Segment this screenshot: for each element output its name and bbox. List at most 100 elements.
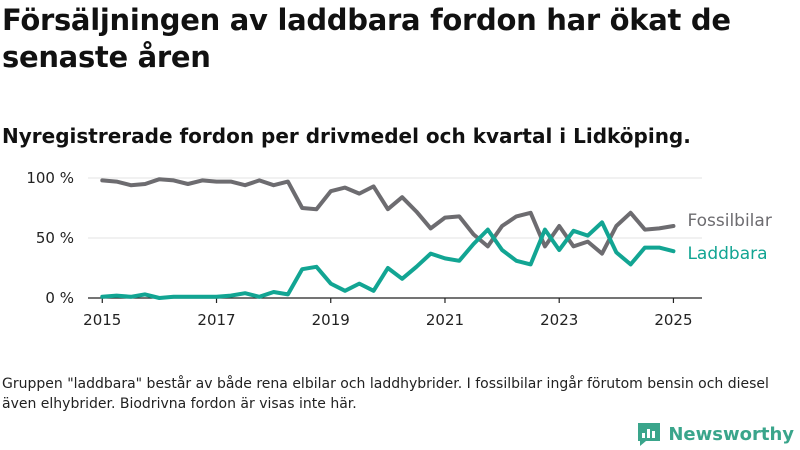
x-tick-label: 2021 <box>426 311 464 329</box>
data-point <box>530 212 532 214</box>
data-point <box>215 181 218 183</box>
data-point <box>658 227 660 229</box>
data-point <box>401 278 403 280</box>
brand-name: Newsworthy <box>668 423 794 445</box>
axes: 0 % 50 % 100 % 2015 2017 2019 2021 2023 2025 <box>26 169 702 329</box>
data-point <box>487 245 489 247</box>
data-point <box>187 183 189 185</box>
grid <box>88 177 702 239</box>
data-point <box>215 296 218 298</box>
y-tick-label: 100 % <box>26 169 74 187</box>
data-point <box>158 178 160 180</box>
data-point <box>587 241 589 243</box>
data-point <box>344 187 346 189</box>
data-point <box>244 292 246 294</box>
series-lines <box>100 177 676 300</box>
data-point <box>501 249 503 251</box>
data-point <box>115 181 118 183</box>
data-point <box>672 250 675 252</box>
chart-subtitle: Nyregistrerade fordon per drivmedel och … <box>2 124 691 148</box>
data-point <box>644 229 646 231</box>
x-tick-label: 2015 <box>83 311 121 329</box>
data-point <box>230 181 232 183</box>
data-point <box>601 253 603 255</box>
data-point <box>430 253 432 255</box>
data-point <box>572 230 575 232</box>
data-point <box>330 283 332 285</box>
data-point <box>372 185 375 187</box>
data-point <box>658 247 660 249</box>
data-point <box>587 235 589 237</box>
y-tick-label: 0 % <box>45 289 74 307</box>
data-point <box>615 225 617 227</box>
data-point <box>201 296 203 298</box>
data-point <box>358 193 360 195</box>
data-point <box>173 179 175 181</box>
data-point <box>487 229 489 231</box>
data-point <box>330 190 332 192</box>
data-point <box>387 267 389 269</box>
data-point <box>273 291 275 293</box>
y-tick-label: 50 % <box>36 229 74 247</box>
data-point <box>415 211 418 213</box>
data-point <box>444 217 446 219</box>
data-point <box>301 268 303 270</box>
data-point <box>201 179 203 181</box>
data-point <box>515 260 517 262</box>
data-point <box>444 257 446 259</box>
x-tick-label: 2025 <box>654 311 692 329</box>
data-point <box>358 283 360 285</box>
data-point <box>372 290 375 292</box>
data-point <box>315 266 318 268</box>
data-point <box>173 296 175 298</box>
data-point <box>130 296 132 298</box>
data-point <box>644 247 646 249</box>
data-point <box>501 225 503 227</box>
data-point <box>515 215 517 217</box>
data-point <box>101 179 103 181</box>
data-point <box>630 212 632 214</box>
x-tick-label: 2019 <box>312 311 350 329</box>
series-label-fossilbilar: Fossilbilar <box>687 211 771 231</box>
series-label-laddbara: Laddbara <box>687 244 767 264</box>
data-point <box>344 290 346 292</box>
data-point <box>244 184 246 186</box>
data-point <box>472 233 475 235</box>
data-point <box>458 260 460 262</box>
data-point <box>144 183 146 185</box>
data-point <box>672 225 675 227</box>
data-point <box>301 207 303 209</box>
data-point <box>601 221 603 223</box>
data-point <box>558 225 560 227</box>
footnote: Gruppen "laddbara" består av både rena e… <box>2 376 769 412</box>
data-point <box>115 295 118 297</box>
series-line-laddbara <box>100 220 676 300</box>
data-point <box>273 184 275 186</box>
data-point <box>415 266 418 268</box>
data-point <box>130 184 132 186</box>
series-line-fossilbilar <box>100 177 676 256</box>
newsworthy-logo-icon <box>638 423 661 446</box>
line-chart: 0 % 50 % 100 % 2015 2017 2019 2021 2023 2025 Fos… <box>26 169 771 329</box>
data-point <box>530 263 532 265</box>
data-point <box>544 229 546 231</box>
data-point <box>458 215 460 217</box>
data-point <box>230 295 232 297</box>
data-point <box>401 196 403 198</box>
data-point <box>315 208 318 210</box>
data-point <box>472 243 475 245</box>
data-point <box>158 297 160 299</box>
data-point <box>287 293 289 295</box>
brand-logo[interactable]: Newsworthy <box>636 420 794 448</box>
data-point <box>572 245 575 247</box>
data-point <box>544 245 546 247</box>
series-labels: Fossilbilar Laddbara <box>687 211 771 264</box>
data-point <box>615 251 617 253</box>
data-point <box>144 293 146 295</box>
x-tick-label: 2017 <box>197 311 235 329</box>
data-point <box>558 249 560 251</box>
data-point <box>287 181 289 183</box>
data-point <box>101 296 103 298</box>
data-point <box>630 263 632 265</box>
data-point <box>187 296 189 298</box>
